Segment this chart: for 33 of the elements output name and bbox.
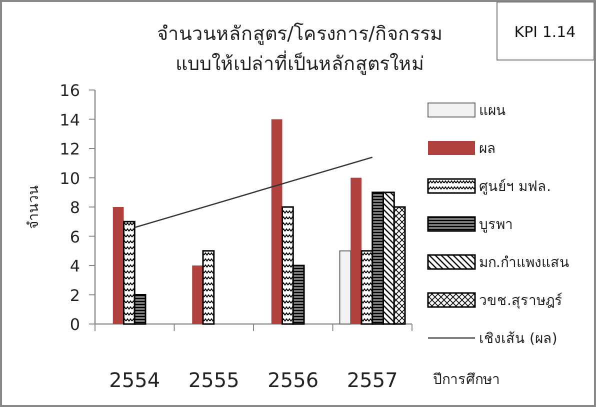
bar [292,264,305,325]
legend-label: แผน [479,103,506,119]
legend-label: มก.กำแพงแสน [479,255,570,271]
y-tick-label: 0 [70,315,80,334]
y-tick-label: 10 [60,168,80,188]
y-tick-label: 16 [60,81,80,100]
bar [271,119,282,324]
y-tick-label: 2 [70,286,80,305]
bar [202,250,215,325]
text: KPI 1.14 [514,23,576,41]
legend-label: ผล [479,141,496,157]
bar [123,220,136,325]
x-tick-label: 2554 [109,368,160,392]
legend-label: เชิงเส้น (ผล) [479,331,558,347]
bar [134,294,146,325]
line-series [134,156,374,228]
legend-label: ศูนย์ฯ มฟล. [479,178,551,195]
legend-label: วขช.สุราษฎร์ [479,292,562,309]
y-tick-label: 8 [70,198,80,217]
x-tick-label: 2557 [346,368,398,392]
y-tick-label: 6 [70,227,80,246]
bar [282,206,294,325]
legend-label: บูรพา [479,217,513,233]
bar [112,207,124,324]
y-axis-title: จำนวน [26,185,42,229]
x-axis-title: ปีการศึกษา [433,372,500,388]
x-tick-label: 2555 [188,368,240,392]
y-tick-label: 14 [60,110,80,130]
x-tick-label: 2556 [268,368,319,392]
chart-title: จำนวนหลักสูตร/โครงการ/กิจกรรม แบบให้เปล่าที่เป็นหลักสูตรใหม่ [157,22,443,75]
bar [192,266,203,324]
y-tick-label: 4 [70,256,80,276]
y-tick-label: 12 [60,140,80,158]
